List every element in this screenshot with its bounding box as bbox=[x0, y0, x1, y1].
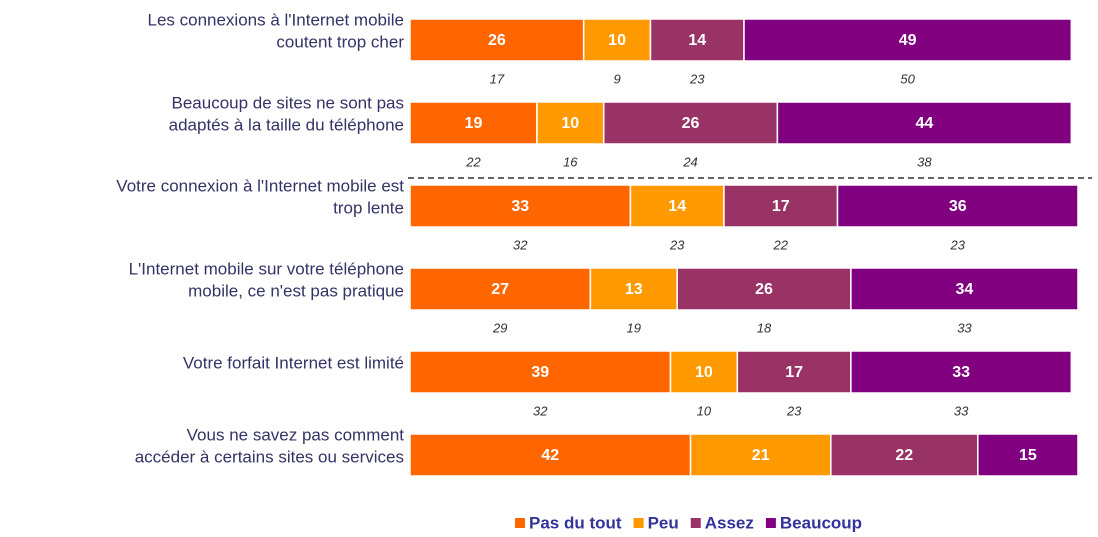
value-label: 33 bbox=[952, 364, 970, 381]
previous-value: 22 bbox=[465, 154, 481, 169]
previous-value: 16 bbox=[563, 154, 578, 169]
value-label: 17 bbox=[785, 364, 803, 381]
previous-value: 10 bbox=[697, 403, 712, 418]
previous-value: 33 bbox=[957, 320, 972, 335]
previous-value: 32 bbox=[533, 403, 548, 418]
category-label: trop lente bbox=[333, 198, 404, 217]
value-label: 10 bbox=[608, 32, 626, 49]
previous-value: 18 bbox=[757, 320, 772, 335]
bar-segment bbox=[850, 267, 1079, 311]
category-label: Les connexions à l'Internet mobile bbox=[147, 10, 404, 29]
value-label: 39 bbox=[531, 364, 549, 381]
value-label: 26 bbox=[755, 281, 773, 298]
category-label: coutent trop cher bbox=[276, 32, 404, 51]
bar-segment bbox=[409, 433, 692, 477]
bar-segment bbox=[409, 184, 632, 228]
category-label: Votre forfait Internet est limité bbox=[183, 353, 404, 372]
bar-segment bbox=[582, 18, 652, 62]
value-label: 17 bbox=[772, 198, 790, 215]
previous-value: 9 bbox=[613, 71, 620, 86]
bar-segment bbox=[743, 18, 1073, 62]
value-label: 44 bbox=[915, 115, 933, 132]
bar-segment bbox=[723, 184, 839, 228]
legend-swatch bbox=[633, 518, 644, 528]
category-label: L'Internet mobile sur votre téléphone bbox=[129, 259, 404, 278]
legend-swatch bbox=[690, 518, 701, 528]
category-label: Vous ne savez pas comment bbox=[187, 425, 405, 444]
previous-value: 23 bbox=[689, 71, 705, 86]
legend-label: Assez bbox=[705, 513, 754, 532]
previous-value: 22 bbox=[773, 237, 789, 252]
value-label: 26 bbox=[682, 115, 700, 132]
previous-value: 50 bbox=[900, 71, 915, 86]
value-label: 36 bbox=[949, 198, 967, 215]
previous-value: 32 bbox=[513, 237, 528, 252]
value-label: 26 bbox=[488, 32, 506, 49]
bar-segment bbox=[409, 267, 592, 311]
value-label: 21 bbox=[752, 447, 770, 464]
previous-value: 33 bbox=[954, 403, 969, 418]
bar-segment bbox=[977, 433, 1079, 477]
value-label: 49 bbox=[899, 32, 917, 49]
previous-value: 38 bbox=[917, 154, 932, 169]
category-label: Votre connexion à l'Internet mobile est bbox=[116, 176, 404, 195]
category-label: mobile, ce n'est pas pratique bbox=[188, 281, 404, 300]
category-label: adaptés à la taille du téléphone bbox=[169, 115, 404, 134]
value-label: 33 bbox=[511, 198, 529, 215]
previous-value: 29 bbox=[492, 320, 507, 335]
previous-value: 19 bbox=[627, 320, 641, 335]
category-label: Beaucoup de sites ne sont pas bbox=[172, 93, 405, 112]
bar-segment bbox=[850, 350, 1073, 394]
previous-value: 24 bbox=[682, 154, 697, 169]
legend-swatch bbox=[515, 518, 525, 528]
previous-value: 17 bbox=[490, 71, 505, 86]
bar-segment bbox=[676, 267, 852, 311]
value-label: 14 bbox=[668, 198, 686, 215]
bar-segment bbox=[589, 267, 678, 311]
value-label: 15 bbox=[1019, 447, 1037, 464]
bar-segment bbox=[776, 101, 1073, 145]
value-label: 13 bbox=[625, 281, 643, 298]
value-label: 34 bbox=[956, 281, 974, 298]
value-label: 10 bbox=[695, 364, 713, 381]
bar-segment bbox=[629, 184, 725, 228]
bar-segment bbox=[409, 350, 672, 394]
legend-label: Pas du tout bbox=[529, 513, 622, 532]
value-label: 22 bbox=[895, 447, 913, 464]
value-label: 10 bbox=[561, 115, 579, 132]
bar-segment bbox=[649, 18, 745, 62]
value-label: 27 bbox=[491, 281, 509, 298]
category-label: accéder à certains sites ou services bbox=[135, 447, 404, 466]
value-label: 14 bbox=[688, 32, 706, 49]
bar-segment bbox=[736, 350, 852, 394]
previous-value: 23 bbox=[950, 237, 966, 252]
previous-value: 23 bbox=[786, 403, 802, 418]
value-label: 19 bbox=[465, 115, 483, 132]
bar-segment bbox=[669, 350, 739, 394]
legend-label: Peu bbox=[648, 513, 679, 532]
value-label: 42 bbox=[541, 447, 559, 464]
legend-label: Beaucoup bbox=[780, 513, 862, 532]
previous-value: 23 bbox=[669, 237, 685, 252]
bar-segment bbox=[836, 184, 1079, 228]
legend-swatch bbox=[765, 518, 776, 528]
bar-segment bbox=[830, 433, 979, 477]
